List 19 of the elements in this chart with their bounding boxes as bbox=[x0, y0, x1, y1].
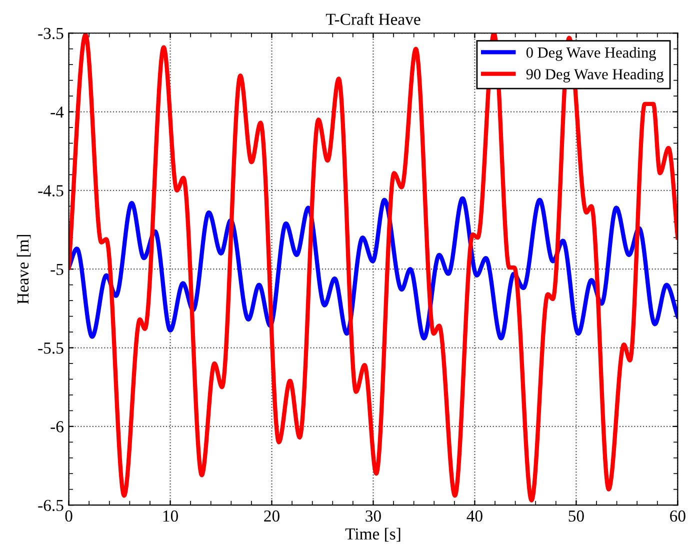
y-tick-label: -5.5 bbox=[38, 342, 64, 354]
x-tick-label: 40 bbox=[466, 510, 482, 522]
y-tick-label: -6 bbox=[50, 421, 64, 432]
x-axis-title: Time [s] bbox=[345, 528, 400, 542]
y-tick-label: -6.5 bbox=[38, 500, 64, 512]
y-tick-label: -4 bbox=[50, 106, 64, 118]
x-tick-label: 20 bbox=[264, 510, 280, 522]
y-tick-label: -3.5 bbox=[38, 28, 64, 40]
chart-title: T-Craft Heave bbox=[326, 13, 420, 25]
x-tick-label: 60 bbox=[670, 510, 686, 522]
y-tick-label: -5 bbox=[50, 264, 64, 276]
y-tick-label: -4.5 bbox=[38, 185, 64, 196]
x-tick-label: 50 bbox=[568, 510, 584, 522]
y-axis-title: Heave [m] bbox=[16, 234, 31, 304]
x-tick-label: 30 bbox=[366, 510, 381, 522]
x-tick-label: 10 bbox=[163, 510, 178, 522]
x-tick-label: 0 bbox=[65, 510, 72, 522]
legend-label: 90 Deg Wave Heading bbox=[526, 68, 664, 82]
legend-label: 0 Deg Wave Heading bbox=[526, 46, 656, 61]
